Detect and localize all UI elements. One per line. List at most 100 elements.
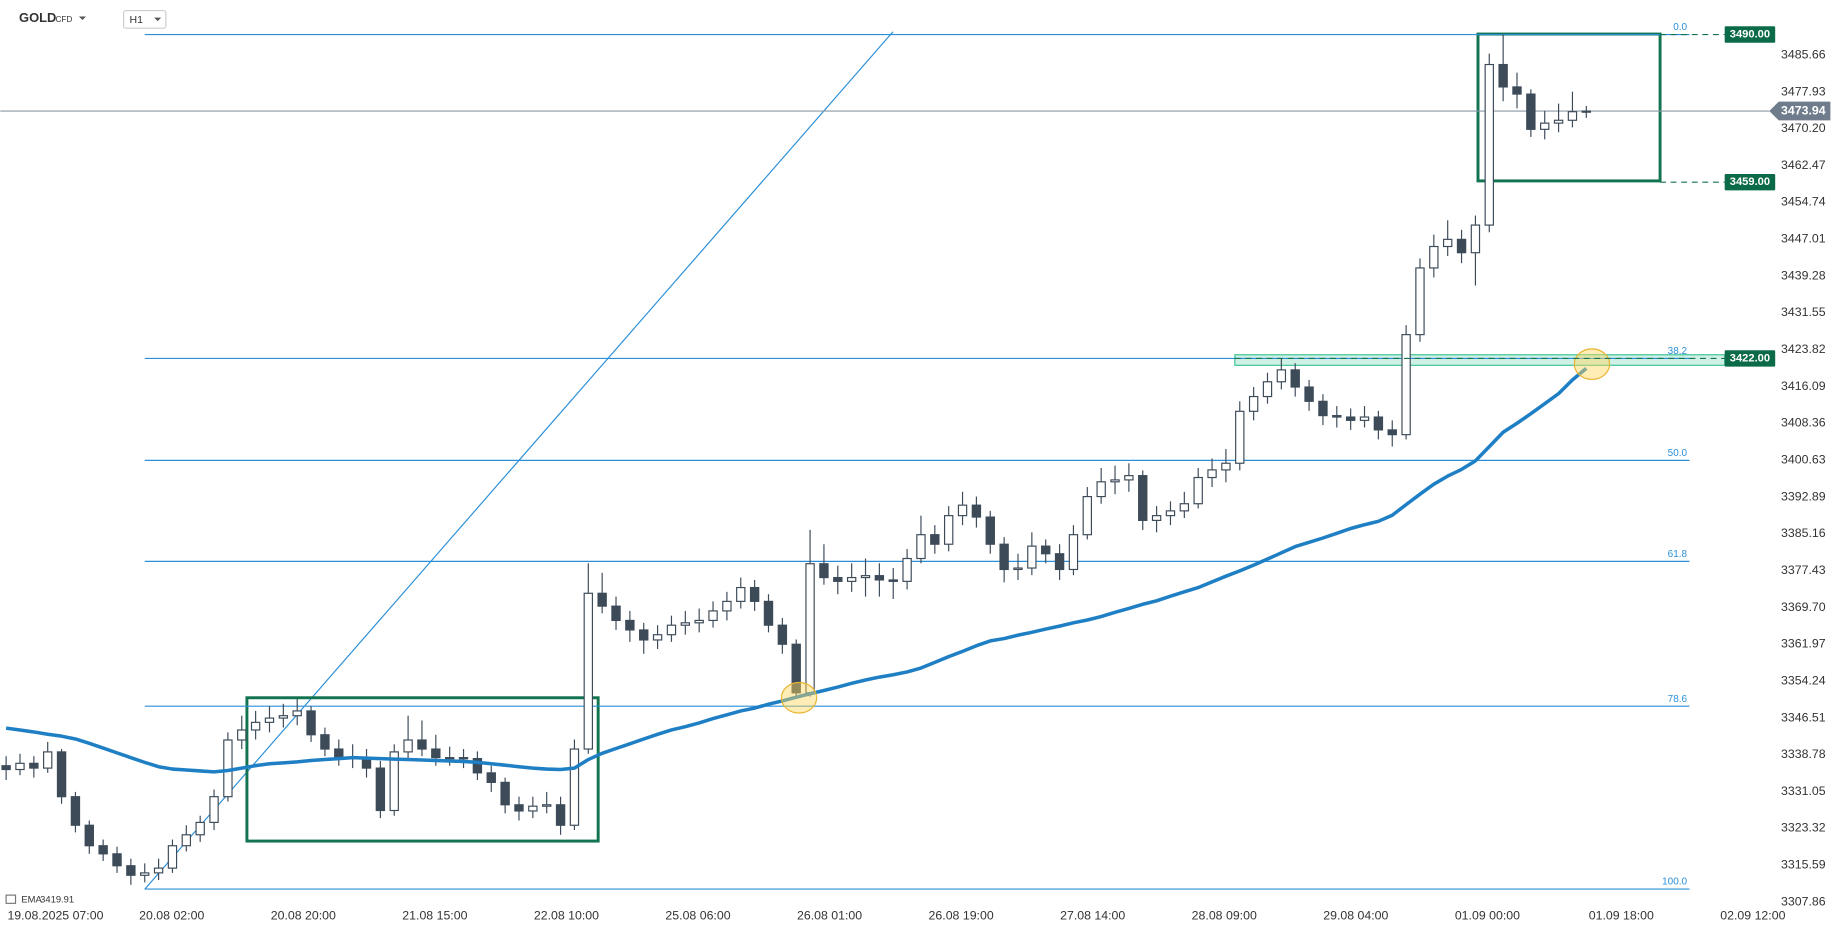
- symbol-badge: CFD: [55, 15, 72, 24]
- candle-body: [888, 579, 898, 582]
- y-tick-label: 3377.43: [1781, 563, 1826, 577]
- candle-body: [43, 751, 53, 769]
- candle-body: [1068, 534, 1079, 571]
- candle-body: [15, 762, 25, 771]
- candle-body: [237, 729, 247, 741]
- y-tick-label: 3346.51: [1781, 710, 1826, 724]
- x-tick-label: 01.09 18:00: [1589, 909, 1654, 923]
- price-tag: [1724, 173, 1776, 191]
- candle-body: [680, 622, 691, 626]
- candle-body: [1054, 553, 1065, 571]
- candle-body: [264, 717, 275, 723]
- candle-body: [722, 600, 732, 612]
- candle-body: [431, 748, 441, 759]
- candle-body: [1151, 515, 1162, 521]
- candle-body: [666, 624, 677, 636]
- candle-body: [1484, 63, 1494, 226]
- candle-body: [694, 619, 704, 624]
- candle-body: [126, 865, 136, 876]
- candle-body: [334, 748, 344, 759]
- y-tick-label: 3477.93: [1781, 84, 1826, 98]
- candle-body: [1567, 111, 1578, 121]
- candle-body: [1207, 469, 1217, 479]
- y-tick-label: 3462.47: [1781, 158, 1826, 172]
- candle-body: [542, 804, 552, 807]
- candle-body: [943, 515, 954, 545]
- y-tick-label: 3323.32: [1781, 821, 1826, 835]
- x-tick-label: 01.09 00:00: [1455, 909, 1520, 923]
- x-tick-label: 02.09 12:00: [1720, 909, 1785, 923]
- candle-body: [860, 575, 871, 579]
- ema-name: EMA: [21, 893, 42, 904]
- fib-label: 61.8: [1668, 549, 1688, 560]
- ema-line: [5, 367, 1588, 774]
- highlight-circle: [1573, 348, 1611, 381]
- candle-body: [763, 600, 774, 626]
- y-tick-label: 3331.05: [1781, 784, 1826, 798]
- candle-body: [957, 504, 968, 517]
- highlight-circle: [780, 681, 818, 714]
- candle-body: [112, 853, 122, 867]
- candle-body: [306, 710, 316, 736]
- fib-label: 100.0: [1662, 877, 1687, 888]
- x-tick-label: 22.08 10:00: [534, 909, 599, 923]
- candle-body: [736, 586, 746, 602]
- candle-body: [555, 804, 566, 826]
- candle-body: [1540, 122, 1550, 130]
- candle-body: [777, 624, 788, 645]
- candle-body: [833, 576, 843, 582]
- y-tick-label: 3385.16: [1781, 526, 1826, 540]
- candle-body: [195, 821, 205, 836]
- candle-body: [1082, 495, 1092, 536]
- candle-body: [1470, 224, 1481, 254]
- candle-body: [417, 739, 427, 750]
- price-tag-label: 3490.00: [1730, 28, 1770, 40]
- candle-body: [652, 634, 663, 641]
- x-tick-label: 27.08 14:00: [1060, 909, 1125, 923]
- candle-body: [403, 739, 413, 753]
- candle-body: [1221, 462, 1231, 471]
- candle-body: [1304, 386, 1314, 402]
- x-tick-label: 25.08 06:00: [665, 909, 730, 923]
- candle-body: [1193, 476, 1203, 505]
- candle-body: [1276, 369, 1287, 383]
- x-tick-label: 26.08 01:00: [797, 909, 862, 923]
- price-tag: [1724, 26, 1776, 43]
- y-tick-label: 3361.97: [1781, 637, 1826, 651]
- candle-body: [1, 765, 11, 771]
- candle-body: [1526, 93, 1536, 130]
- candle-body: [930, 534, 940, 545]
- candle-body: [639, 629, 649, 641]
- x-tick-label: 19.08.2025 07:00: [7, 909, 103, 923]
- x-tick-label: 26.08 19:00: [929, 909, 994, 923]
- legend-icon: [5, 894, 17, 904]
- last-price-tag: [1769, 101, 1831, 121]
- candle-body: [1581, 110, 1592, 113]
- fib-label: 0.0: [1673, 22, 1687, 33]
- fib-label: 78.6: [1668, 694, 1688, 705]
- price-tag-label: 3422.00: [1730, 352, 1770, 364]
- candle-body: [1429, 245, 1439, 269]
- dropdown-caret[interactable]: [78, 16, 86, 20]
- candle-body: [1359, 416, 1370, 421]
- candle-body: [999, 543, 1009, 571]
- candle-body: [1373, 416, 1384, 431]
- x-tick-label: 20.08 02:00: [139, 909, 204, 923]
- y-tick-label: 3408.36: [1781, 416, 1826, 430]
- y-tick-label: 3431.55: [1781, 305, 1826, 319]
- y-tick-label: 3470.20: [1781, 121, 1826, 135]
- candle-body: [1179, 503, 1190, 512]
- candle-body: [916, 534, 926, 560]
- timeframe-select[interactable]: [123, 9, 167, 29]
- candle-body: [389, 751, 399, 812]
- symbol: GOLD: [19, 10, 56, 25]
- candle-body: [1110, 479, 1120, 483]
- candle-body: [597, 592, 607, 607]
- y-tick-label: 3315.59: [1781, 858, 1826, 872]
- candle-body: [375, 767, 386, 812]
- candle-body: [70, 796, 81, 826]
- candle-body: [486, 772, 496, 783]
- candle-body: [209, 796, 219, 823]
- candle-body: [1332, 415, 1342, 418]
